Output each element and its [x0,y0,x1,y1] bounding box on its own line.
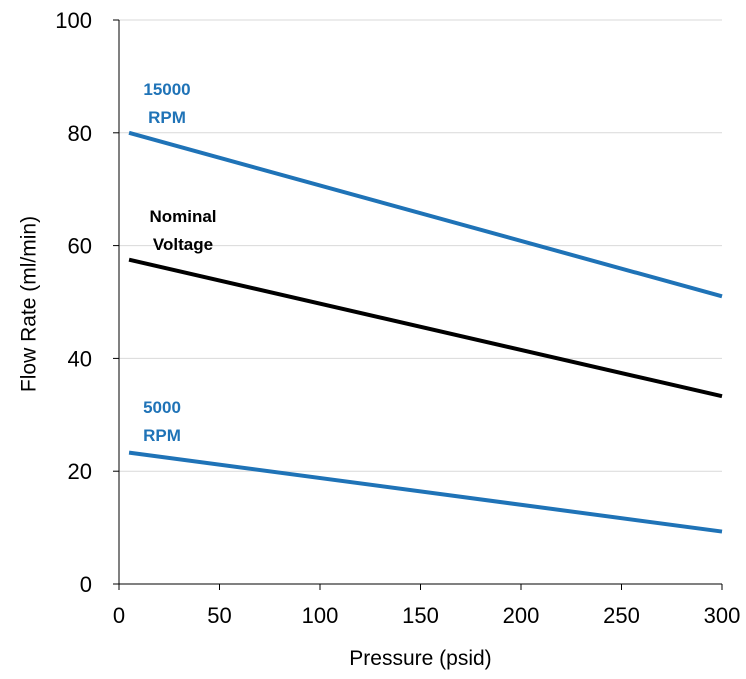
x-tick-labels: 0 50 100 150 200 250 300 [113,603,740,628]
y-tick-label-40: 40 [68,346,92,371]
y-axis-title: Flow Rate (ml/min) [17,216,40,392]
x-tick-label-0: 0 [113,603,125,628]
y-tick-label-20: 20 [68,459,92,484]
x-tick-label-250: 250 [603,603,640,628]
series-label-0-line-0: 15000 [143,80,190,99]
series-line-0 [128,130,723,299]
gridlines [119,19,722,472]
series-label-1-line-1: Voltage [153,235,213,254]
y-tick-label-80: 80 [68,121,92,146]
series-line-2 [128,450,723,534]
series-line-1 [128,257,723,399]
series-label-2-line-0: 5000 [143,398,181,417]
x-tick-label-200: 200 [503,603,540,628]
series-label-0-line-1: RPM [148,108,186,127]
y-tick-label-100: 100 [55,8,92,33]
x-tick-label-150: 150 [402,603,439,628]
y-tick-label-0: 0 [80,572,92,597]
x-tick-label-100: 100 [302,603,339,628]
axes [113,19,723,590]
series-label-1-line-0: Nominal [149,207,216,226]
x-tick-label-300: 300 [704,603,741,628]
y-tick-label-60: 60 [68,234,92,259]
y-tick-labels: 0 20 40 60 80 100 [55,8,92,597]
x-tick-label-50: 50 [207,603,231,628]
series-lines [128,130,723,534]
x-axis-title: Pressure (psid) [349,647,491,670]
series-label-2-line-1: RPM [143,426,181,445]
series-labels: 15000 RPM Nominal Voltage 5000 RPM [143,80,216,445]
